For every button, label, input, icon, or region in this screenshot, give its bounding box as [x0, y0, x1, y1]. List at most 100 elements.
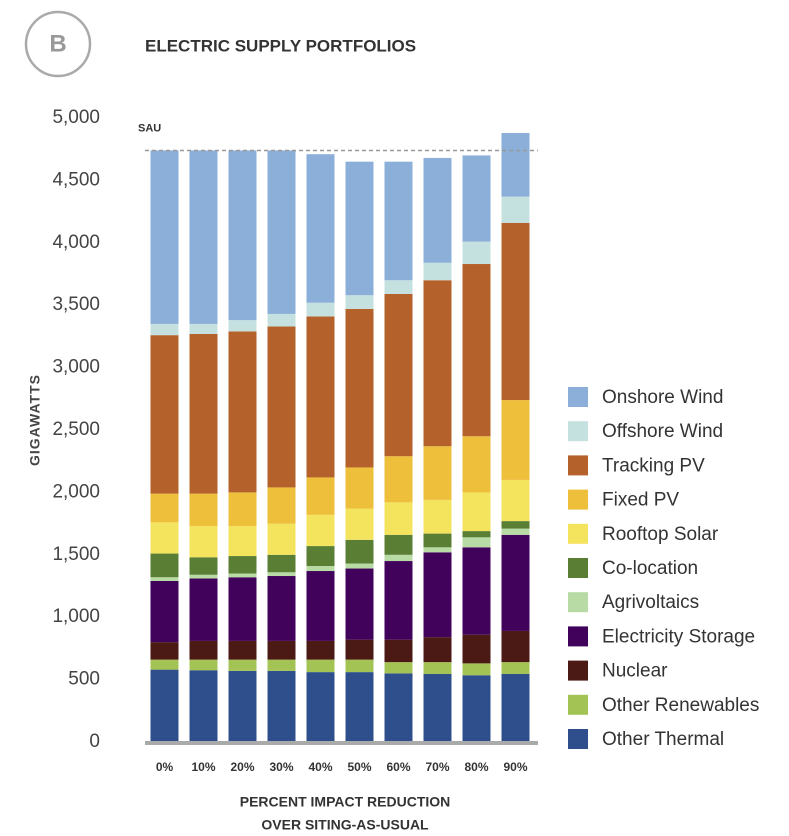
- bar-segment: [306, 659, 335, 673]
- bar-segment: [306, 302, 335, 317]
- bar-segment: [345, 659, 374, 673]
- bar-segment: [267, 576, 296, 641]
- bar-segment: [228, 670, 257, 742]
- bar-segment: [423, 446, 452, 500]
- bar-segment: [384, 280, 413, 294]
- bar-segment: [189, 578, 218, 641]
- bar-segment: [306, 546, 335, 567]
- bar-segment: [423, 662, 452, 674]
- bar-segment: [384, 534, 413, 555]
- legend-label: Fixed PV: [602, 490, 679, 511]
- bar-segment: [462, 537, 491, 548]
- bar-segment: [501, 630, 530, 663]
- x-tick-label: 0%: [156, 760, 174, 774]
- bar-segment: [267, 326, 296, 488]
- bar-segment: [423, 280, 452, 447]
- bar-segment: [306, 672, 335, 742]
- bar-segment: [306, 316, 335, 478]
- bar-segment: [306, 154, 335, 303]
- bar-segment: [150, 659, 179, 670]
- y-tick-label: 4,000: [52, 232, 100, 253]
- bar-segment: [228, 577, 257, 641]
- y-tick-label: 3,500: [52, 294, 100, 315]
- chart-title: ELECTRIC SUPPLY PORTFOLIOS: [145, 36, 416, 55]
- bar-segment: [267, 670, 296, 742]
- legend-label: Tracking PV: [602, 455, 705, 476]
- bar-segment: [423, 499, 452, 534]
- bar-segment: [267, 659, 296, 671]
- legend-label: Other Thermal: [602, 729, 724, 750]
- bar-segment: [189, 659, 218, 671]
- bar-segment: [462, 531, 491, 538]
- bar-segment: [228, 492, 257, 527]
- legend-swatch: [568, 421, 588, 442]
- bar-segment: [306, 640, 335, 660]
- bar-segment: [345, 563, 374, 569]
- bar-segment: [189, 557, 218, 575]
- bar-segment: [384, 561, 413, 640]
- y-tick-label: 1,500: [52, 544, 100, 565]
- bar-segment: [267, 487, 296, 524]
- bar-segment: [501, 534, 530, 631]
- bar-segment: [462, 492, 491, 532]
- bar-segment: [150, 577, 179, 582]
- y-tick-label: 2,000: [52, 481, 100, 502]
- bar-segment: [345, 467, 374, 509]
- x-tick-label: 70%: [425, 760, 449, 774]
- bar-segment: [306, 514, 335, 547]
- bar-segment: [189, 150, 218, 324]
- bar-segment: [501, 521, 530, 529]
- bar-segment: [345, 672, 374, 742]
- bar-segment: [189, 670, 218, 742]
- bar-segment: [501, 400, 530, 480]
- y-tick-label: 2,500: [52, 419, 100, 440]
- bar-segment: [384, 293, 413, 457]
- bar-segment: [345, 308, 374, 468]
- x-tick-label: 10%: [191, 760, 215, 774]
- legend-swatch: [568, 660, 588, 681]
- bar-segment: [384, 456, 413, 503]
- bar-segment: [150, 553, 179, 578]
- bar-segment: [384, 502, 413, 535]
- bar-segment: [267, 572, 296, 577]
- bar-segment: [462, 264, 491, 437]
- bar-segment: [228, 526, 257, 557]
- bar-segment: [501, 196, 530, 223]
- bar-segment: [150, 522, 179, 554]
- legend-swatch: [568, 626, 588, 647]
- y-tick-label: 500: [68, 669, 100, 690]
- bar-segment: [150, 493, 179, 523]
- legend-label: Onshore Wind: [602, 387, 723, 408]
- bar-segment: [150, 323, 179, 336]
- bar-segment: [150, 150, 179, 324]
- bar-segment: [189, 574, 218, 579]
- bar-segment: [189, 493, 218, 527]
- legend-swatch: [568, 558, 588, 578]
- bar-segment: [228, 573, 257, 578]
- y-tick-label: 5,000: [52, 107, 100, 128]
- legend-swatch: [568, 592, 588, 613]
- bar-segment: [462, 675, 491, 742]
- bar-segment: [384, 161, 413, 281]
- legend-swatch: [568, 489, 588, 510]
- bar-segment: [345, 161, 374, 296]
- legend-label: Nuclear: [602, 661, 668, 682]
- bar-segment: [423, 547, 452, 553]
- panel-label: B: [49, 30, 66, 57]
- y-tick-label: 1,000: [52, 606, 100, 627]
- x-axis-label: PERCENT IMPACT REDUCTION: [240, 794, 451, 810]
- bar-segment: [306, 566, 335, 572]
- legend-swatch: [568, 523, 588, 544]
- bar-segment: [462, 241, 491, 265]
- y-axis-label: GIGAWATTS: [27, 374, 43, 466]
- x-tick-label: 60%: [386, 760, 410, 774]
- bar-segment: [228, 150, 257, 321]
- legend-label: Other Renewables: [602, 695, 759, 716]
- bar-segment: [501, 479, 530, 522]
- bar-segment: [150, 669, 179, 742]
- legend-label: Agrivoltaics: [602, 592, 699, 613]
- bar-segment: [189, 323, 218, 334]
- bar-segment: [228, 659, 257, 671]
- legend-label: Rooftop Solar: [602, 524, 719, 545]
- x-axis-label: OVER SITING-AS-USUAL: [261, 817, 429, 833]
